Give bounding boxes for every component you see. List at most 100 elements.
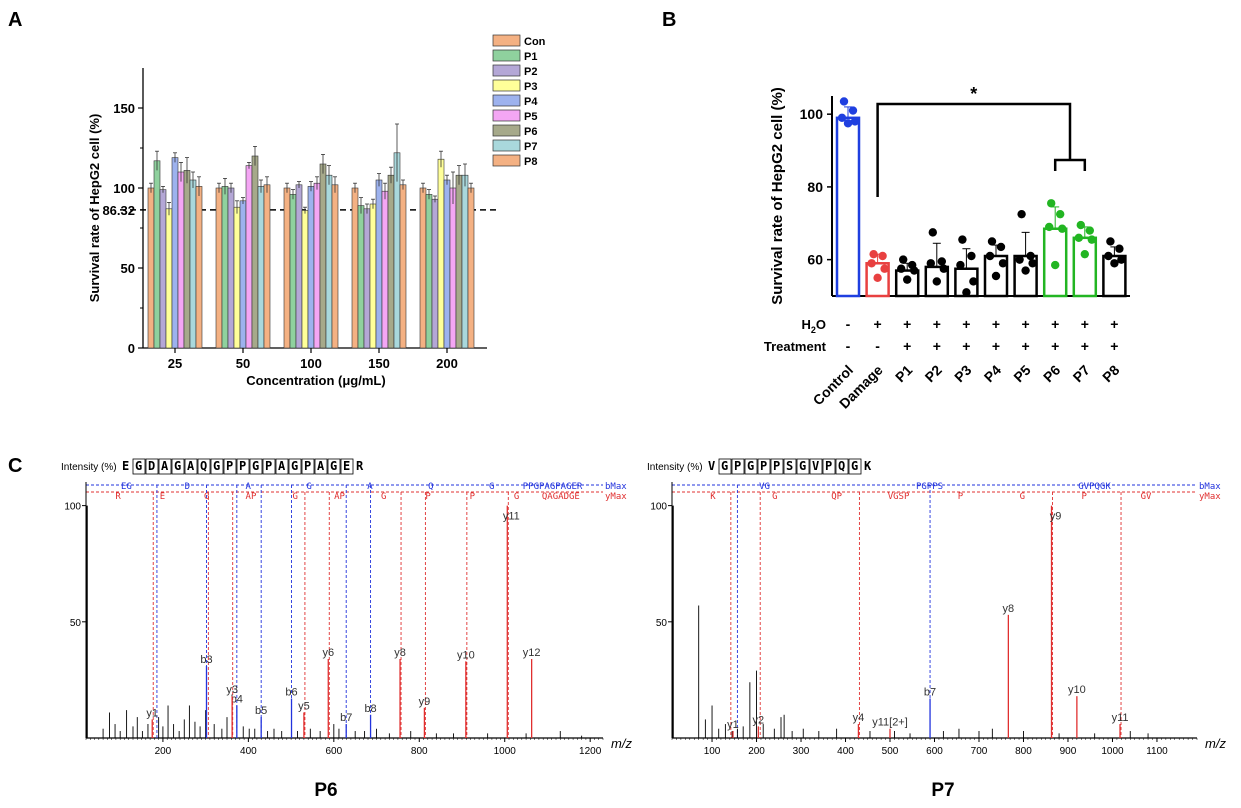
bar <box>227 187 235 349</box>
residue-box <box>744 458 758 475</box>
bar <box>313 182 321 349</box>
data-point <box>1058 224 1067 233</box>
bar <box>183 170 191 349</box>
treatment-sign: + <box>1022 338 1030 354</box>
b-fragment-label: VG <box>759 482 770 492</box>
data-point <box>962 288 971 297</box>
data-point <box>848 106 858 115</box>
h2o-sign: + <box>1022 316 1030 332</box>
bar <box>325 174 333 349</box>
bar <box>425 194 433 349</box>
bar <box>147 187 155 349</box>
x-category-label: P7 <box>1069 362 1093 386</box>
residue-box <box>288 458 302 475</box>
b-fragment-label: Q <box>428 482 433 492</box>
y-fragment-label: GV <box>1141 492 1152 502</box>
b-max-label: bMax <box>1199 482 1221 492</box>
data-point <box>897 264 906 273</box>
y-tick-label: 100 <box>650 502 667 513</box>
y-fragment-label: G <box>772 492 777 502</box>
y-tick-label: 0 <box>128 341 135 356</box>
data-point <box>1045 222 1054 232</box>
y-ion-label: y11 <box>1112 712 1129 724</box>
y-ion-label: y2 <box>753 714 765 726</box>
residue-box <box>822 458 836 475</box>
data-point <box>1085 226 1095 235</box>
y-max-label: yMax <box>605 492 627 502</box>
residue-box <box>757 458 771 475</box>
bar <box>381 190 389 349</box>
x-tick-label: 150 <box>368 356 390 371</box>
data-point <box>1076 220 1086 230</box>
y-fragment-label: G <box>381 492 386 502</box>
data-point <box>880 264 889 273</box>
y-max-label: yMax <box>1199 492 1221 502</box>
residue-box <box>848 458 862 475</box>
intensity-label: Intensity (%) <box>647 462 703 473</box>
data-point <box>903 275 912 284</box>
bar <box>289 194 297 349</box>
residue-box <box>301 458 315 475</box>
data-point <box>939 264 948 273</box>
x-tick-label: 200 <box>436 356 458 371</box>
treatment-sign: + <box>1110 338 1118 354</box>
b-fragment-label: D <box>185 482 190 492</box>
x-tick-label: 1100 <box>1146 746 1168 757</box>
bar <box>307 186 315 349</box>
y-fragment-label: P <box>470 492 476 502</box>
h2o-label: H2O <box>801 317 826 335</box>
panel-label-c: C <box>8 455 22 477</box>
legend-label: P1 <box>524 51 537 63</box>
peptide-residue: P <box>239 459 246 473</box>
treatment-sign: + <box>992 338 1000 354</box>
legend-label: P5 <box>524 111 537 123</box>
y-fragment-label: G <box>1020 492 1025 502</box>
peptide-residue: A <box>317 459 325 473</box>
data-point <box>1056 209 1065 219</box>
y-fragment-label: P <box>958 492 964 502</box>
x-tick-label: 700 <box>971 746 988 757</box>
treatment-label: Treatment <box>764 339 827 354</box>
peptide-residue: G <box>174 459 181 473</box>
y-fragment-label: G <box>514 492 519 502</box>
peptide-residue: E <box>122 459 129 473</box>
treatment-sign: + <box>1081 338 1089 354</box>
y-fragment-label: P <box>1081 492 1087 502</box>
bar <box>221 186 229 349</box>
bar <box>301 210 309 349</box>
bar <box>363 208 371 349</box>
bar <box>1072 236 1098 298</box>
x-category-label: P6 <box>1040 362 1064 386</box>
peptide-residue: G <box>330 459 337 473</box>
panel-label-b: B <box>662 9 676 31</box>
bar <box>233 206 241 349</box>
bar <box>419 187 427 349</box>
legend-swatch <box>492 64 521 77</box>
bar <box>319 163 327 349</box>
y-fragment-label: AP <box>334 492 345 502</box>
y-ion-label: y4 <box>853 712 865 724</box>
residue-box <box>197 458 211 475</box>
residue-box <box>171 458 185 475</box>
data-point <box>985 251 995 261</box>
residue-box <box>314 458 328 475</box>
b-ion-label: b6 <box>285 686 297 698</box>
b-ion-label: b8 <box>364 703 376 715</box>
y-ion-label: y8 <box>1003 603 1015 615</box>
peptide-residue: E <box>343 459 350 473</box>
data-point <box>843 119 853 128</box>
peptide-residue: P <box>304 459 311 473</box>
y-tick-label: 50 <box>70 618 82 629</box>
data-point <box>1117 255 1126 264</box>
y-fragment-label: G <box>293 492 298 502</box>
peptide-residue: P <box>734 459 741 473</box>
y-fragment-label: VGSP <box>888 492 910 502</box>
y-ion-label: y12 <box>523 647 541 659</box>
bar <box>399 184 407 349</box>
treatment-sign: + <box>962 338 970 354</box>
bar <box>245 165 253 349</box>
data-point <box>1074 233 1084 243</box>
b-fragment-label: PPGPAGPAGER <box>523 482 583 492</box>
peptide-residue: P <box>265 459 272 473</box>
